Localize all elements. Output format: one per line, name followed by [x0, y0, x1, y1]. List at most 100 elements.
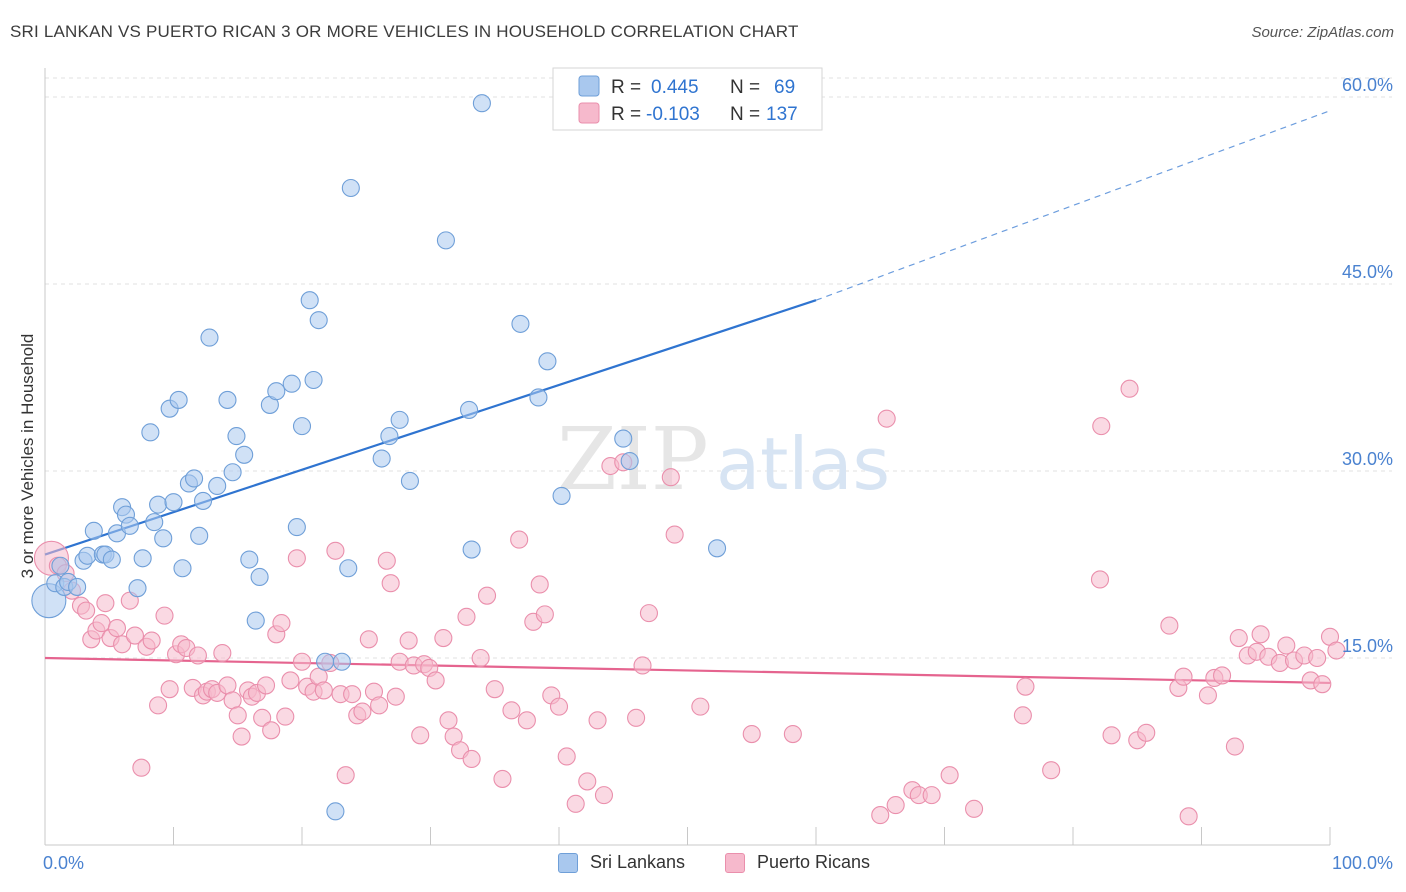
- point-puerto-ricans: [272, 614, 291, 633]
- y-tick-label: 15.0%: [1342, 636, 1393, 656]
- point-puerto-ricans: [292, 652, 312, 671]
- trend-line-sri-lankans-extension: [815, 110, 1331, 301]
- point-sri-lankans: [326, 802, 345, 821]
- point-puerto-ricans: [1016, 677, 1035, 696]
- point-sri-lankans: [240, 550, 259, 569]
- legend-label-sri-lankans: Sri Lankans: [590, 852, 686, 872]
- point-puerto-ricans: [77, 601, 96, 620]
- point-puerto-ricans: [253, 708, 272, 727]
- point-puerto-ricans: [510, 530, 529, 549]
- point-puerto-ricans: [633, 656, 652, 675]
- point-puerto-ricans: [426, 671, 445, 690]
- point-sri-lankans: [84, 521, 103, 540]
- point-puerto-ricans: [1198, 686, 1217, 705]
- point-sri-lankans: [227, 427, 246, 446]
- point-puerto-ricans: [1251, 625, 1270, 644]
- point-puerto-ricans: [940, 766, 959, 785]
- point-puerto-ricans: [142, 631, 161, 650]
- point-sri-lankans: [120, 516, 139, 535]
- x-tick-label-min: 0.0%: [43, 853, 84, 873]
- bottom-legend: Sri Lankans Puerto Ricans: [0, 852, 1406, 878]
- point-sri-lankans: [529, 388, 548, 407]
- legend-swatch-pink: [578, 102, 600, 124]
- point-puerto-ricans: [871, 806, 890, 825]
- point-sri-lankans: [185, 469, 204, 488]
- point-puerto-ricans: [228, 706, 247, 725]
- point-puerto-ricans: [262, 721, 281, 740]
- axis-layer: [44, 68, 1331, 846]
- y-tick-label: 60.0%: [1342, 75, 1393, 95]
- point-puerto-ricans: [336, 766, 355, 785]
- point-puerto-ricans: [343, 685, 362, 704]
- legend-r-value-1: 0.445: [651, 77, 699, 98]
- point-puerto-ricans: [477, 586, 497, 605]
- tick-labels: 15.0% 30.0% 45.0% 60.0% 0.0% 100.0%: [43, 75, 1393, 873]
- point-sri-lankans: [614, 429, 633, 448]
- point-puerto-ricans: [113, 635, 132, 654]
- legend-n-value-2: 137: [766, 104, 798, 125]
- point-puerto-ricans: [530, 575, 549, 594]
- point-puerto-ricans: [281, 671, 300, 690]
- point-puerto-ricans: [594, 786, 614, 805]
- point-sri-lankans: [169, 390, 188, 409]
- point-sri-lankans: [149, 495, 168, 514]
- point-puerto-ricans: [588, 711, 607, 730]
- point-sri-lankans: [339, 559, 358, 578]
- y-tick-label: 45.0%: [1342, 262, 1393, 282]
- point-puerto-ricans: [160, 680, 179, 699]
- point-sri-lankans: [462, 540, 481, 559]
- swatch-puerto-ricans: [725, 852, 745, 873]
- legend-label-puerto-ricans: Puerto Ricans: [757, 852, 871, 872]
- point-puerto-ricans: [381, 574, 400, 593]
- point-puerto-ricans: [965, 799, 984, 818]
- point-sri-lankans: [300, 291, 319, 310]
- x-tick-label-max: 100.0%: [1332, 853, 1393, 873]
- point-puerto-ricans: [439, 711, 458, 730]
- point-sri-lankans: [332, 652, 351, 671]
- legend-r-value-2: -0.103: [646, 104, 700, 125]
- point-puerto-ricans: [691, 697, 710, 716]
- trend-lines: [44, 110, 1331, 685]
- point-puerto-ricans: [535, 605, 554, 624]
- point-sri-lankans: [68, 577, 87, 596]
- point-puerto-ricans: [877, 409, 896, 428]
- point-puerto-ricans: [276, 707, 295, 726]
- points-layer: [31, 94, 1346, 826]
- point-puerto-ricans: [462, 749, 481, 769]
- point-puerto-ricans: [517, 711, 536, 730]
- point-puerto-ricans: [188, 646, 207, 665]
- point-puerto-ricans: [1160, 616, 1179, 635]
- point-sri-lankans: [372, 449, 391, 468]
- point-sri-lankans: [390, 410, 409, 429]
- point-puerto-ricans: [149, 696, 168, 715]
- point-puerto-ricans: [493, 769, 512, 788]
- point-puerto-ricans: [1277, 636, 1296, 655]
- point-puerto-ricans: [665, 525, 684, 544]
- source-label: Source: ZipAtlas.com: [1251, 24, 1394, 41]
- point-sri-lankans: [552, 486, 571, 505]
- point-puerto-ricans: [457, 607, 476, 626]
- point-puerto-ricans: [627, 708, 646, 727]
- point-sri-lankans: [472, 94, 491, 113]
- point-puerto-ricans: [742, 724, 761, 744]
- point-sri-lankans: [218, 390, 237, 409]
- point-sri-lankans: [246, 611, 265, 630]
- point-puerto-ricans: [359, 630, 378, 649]
- point-sri-lankans: [190, 526, 209, 545]
- point-sri-lankans: [436, 231, 455, 250]
- point-puerto-ricans: [353, 702, 372, 721]
- legend-item-sri-lankans: Sri Lankans: [558, 852, 685, 873]
- point-sri-lankans: [164, 493, 183, 512]
- point-sri-lankans: [141, 423, 160, 442]
- point-sri-lankans: [282, 374, 301, 393]
- point-puerto-ricans: [1090, 570, 1110, 589]
- point-sri-lankans: [51, 556, 70, 575]
- point-puerto-ricans: [1174, 667, 1193, 686]
- point-puerto-ricans: [314, 681, 333, 700]
- point-puerto-ricans: [411, 726, 430, 745]
- point-sri-lankans: [309, 311, 328, 330]
- point-puerto-ricans: [661, 468, 680, 487]
- point-sri-lankans: [708, 539, 727, 558]
- point-sri-lankans: [235, 445, 254, 464]
